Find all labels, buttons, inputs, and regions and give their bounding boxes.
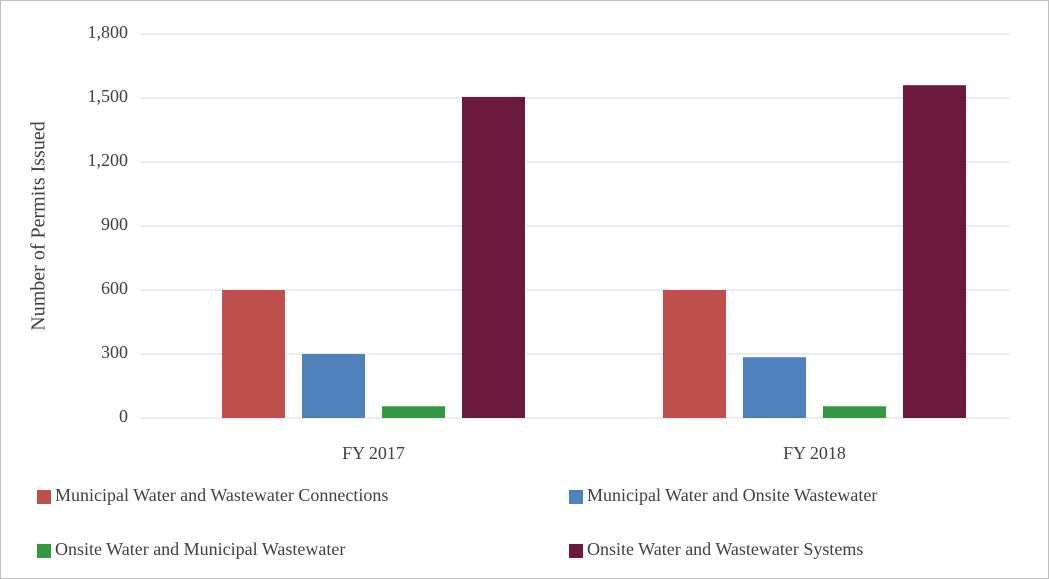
bar xyxy=(222,290,285,418)
legend-swatch xyxy=(37,490,51,504)
legend-swatch xyxy=(37,544,51,558)
bar xyxy=(743,357,806,418)
legend-label: Municipal Water and Wastewater Connectio… xyxy=(55,485,388,505)
legend-swatch xyxy=(569,490,583,504)
y-tick-label: 900 xyxy=(101,214,128,234)
y-tick-label: 300 xyxy=(101,342,128,362)
legend-label: Onsite Water and Wastewater Systems xyxy=(587,539,863,559)
y-tick-label: 600 xyxy=(101,278,128,298)
bar xyxy=(663,290,726,418)
bar xyxy=(462,96,525,418)
bar xyxy=(903,85,966,418)
bar xyxy=(382,406,445,418)
legend-label: Onsite Water and Municipal Wastewater xyxy=(55,539,345,559)
x-tick-label: FY 2017 xyxy=(342,443,405,463)
y-axis-label: Number of Permits Issued xyxy=(28,121,50,330)
x-tick-label: FY 2018 xyxy=(783,443,846,463)
y-tick-label: 1,500 xyxy=(88,86,129,106)
y-tick-label: 1,200 xyxy=(88,150,129,170)
y-tick-label: 1,800 xyxy=(88,22,129,42)
y-tick-label: 0 xyxy=(119,406,128,426)
legend-label: Municipal Water and Onsite Wastewater xyxy=(587,485,877,505)
bar xyxy=(302,354,365,418)
legend-swatch xyxy=(569,544,583,558)
bar xyxy=(823,406,886,418)
